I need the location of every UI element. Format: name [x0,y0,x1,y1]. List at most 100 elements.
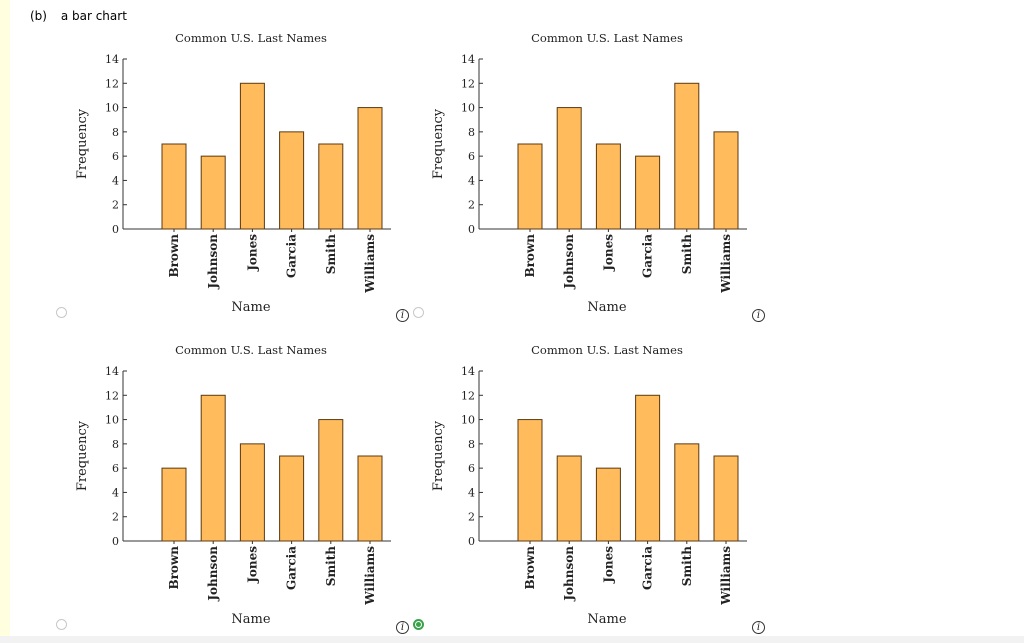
info-glyph: i [756,622,761,633]
y-axis-label: Frequency [75,420,90,491]
y-axis-label: Frequency [431,108,446,179]
x-tick-label: Brown [167,234,181,278]
y-tick-label: 2 [468,511,475,524]
info-glyph: i [400,310,405,321]
bar-williams [713,131,739,230]
y-tick-label: 8 [468,126,475,139]
y-tick-label: 10 [461,414,475,427]
bar-smith [318,419,344,542]
x-tick-label: Jones [245,546,259,584]
y-tick-label: 6 [468,150,475,163]
x-axis-label: Name [587,612,626,627]
bar-jones [239,443,265,542]
bar-chart-svg: Common U.S. Last Names 0 2 4 6 8 10 12 14 Frequen… [75,31,391,315]
y-tick-label: 14 [105,365,119,378]
y-tick-label: 12 [461,389,475,402]
bar-chart-svg: Common U.S. Last Names 0 2 4 6 8 10 12 14 Frequen… [75,343,391,627]
y-tick-label: 0 [112,535,119,548]
y-tick-label: 14 [461,365,475,378]
x-tick-label: Smith [680,546,694,586]
bar-garcia [279,131,305,230]
y-tick-label: 2 [468,199,475,212]
y-tick-label: 8 [468,438,475,451]
chart-option-a: Common U.S. Last Names 0 2 4 6 8 10 12 14 Frequen… [60,28,410,328]
bar-johnson [556,107,582,230]
bar-brown [517,143,543,230]
bar-garcia [635,155,661,230]
info-icon[interactable]: i [752,621,765,634]
part-label: (b) [30,9,47,23]
x-axis-label: Name [587,300,626,315]
y-tick-label: 10 [105,102,119,115]
x-tick-label: Smith [680,234,694,274]
y-tick-label: 8 [112,126,119,139]
bar-williams [713,455,739,542]
bar-johnson [200,394,226,542]
y-tick-label: 12 [105,77,119,90]
bar-smith [674,82,700,230]
x-tick-label: Johnson [206,234,220,290]
x-axis-label: Name [231,612,270,627]
bar-smith [674,443,700,542]
y-tick-label: 6 [468,462,475,475]
bar-brown [517,419,543,542]
bar-williams [357,455,383,542]
y-tick-label: 2 [112,199,119,212]
x-tick-label: Jones [245,234,259,272]
y-tick-label: 0 [468,223,475,236]
bar-jones [595,143,621,230]
info-glyph: i [400,622,405,633]
x-tick-label: Brown [523,546,537,590]
bar-brown [161,467,187,542]
y-tick-label: 14 [105,53,119,66]
x-tick-label: Brown [523,234,537,278]
bar-garcia [279,455,305,542]
y-tick-label: 6 [112,150,119,163]
question-header: (b) a bar chart [30,9,127,23]
y-tick-label: 10 [461,102,475,115]
left-margin-strip [0,0,10,643]
bar-smith [318,143,344,230]
y-tick-label: 4 [468,174,475,187]
chart-option-c: Common U.S. Last Names 0 2 4 6 8 10 12 14 Frequen… [60,340,410,640]
x-tick-label: Johnson [562,234,576,290]
x-tick-label: Garcia [285,234,299,278]
x-tick-label: Garcia [285,546,299,590]
info-icon[interactable]: i [752,309,765,322]
bar-brown [161,143,187,230]
bar-jones [239,82,265,230]
y-tick-label: 0 [112,223,119,236]
option-c-radio[interactable] [56,619,67,630]
y-tick-label: 8 [112,438,119,451]
option-b-radio[interactable] [413,307,424,318]
bottom-bar [0,636,1024,643]
bar-chart-svg: Common U.S. Last Names 0 2 4 6 8 10 12 14 Frequen… [431,343,747,627]
info-icon[interactable]: i [396,309,409,322]
x-tick-label: Smith [324,546,338,586]
bar-johnson [200,155,226,230]
x-tick-label: Johnson [562,546,576,602]
y-tick-label: 12 [105,389,119,402]
y-tick-label: 14 [461,53,475,66]
info-glyph: i [756,310,761,321]
info-icon[interactable]: i [396,621,409,634]
x-tick-label: Jones [601,234,615,272]
y-tick-label: 6 [112,462,119,475]
x-tick-label: Williams [719,546,733,606]
bar-jones [595,467,621,542]
option-d-radio[interactable] [413,619,424,630]
chart-option-d: Common U.S. Last Names 0 2 4 6 8 10 12 14 Frequen… [416,340,766,640]
chart-title: Common U.S. Last Names [531,31,683,45]
x-tick-label: Johnson [206,546,220,602]
x-tick-label: Williams [363,546,377,606]
option-a-radio[interactable] [56,307,67,318]
y-tick-label: 0 [468,535,475,548]
bar-garcia [635,394,661,542]
x-tick-label: Williams [719,234,733,294]
y-tick-label: 4 [468,486,475,499]
y-axis-label: Frequency [75,108,90,179]
chart-title: Common U.S. Last Names [175,31,327,45]
chart-title: Common U.S. Last Names [175,343,327,357]
x-tick-label: Garcia [641,546,655,590]
y-tick-label: 4 [112,486,119,499]
